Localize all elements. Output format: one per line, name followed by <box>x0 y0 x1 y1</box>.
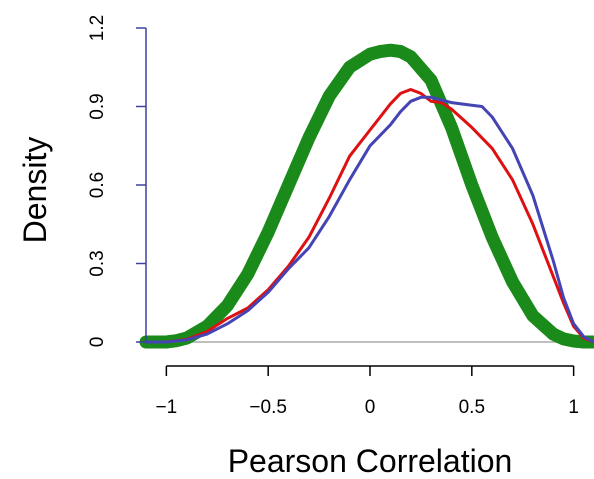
x-tick-label: 0 <box>365 397 376 418</box>
x-tick-label: 1 <box>568 397 579 418</box>
density-series-2 <box>144 88 594 344</box>
x-tick-label: −0.5 <box>249 397 287 418</box>
y-tick-label: 0.9 <box>87 93 108 119</box>
plot-area <box>139 43 594 349</box>
x-axis: −1 −0.5 0 0.5 1 <box>156 365 579 418</box>
x-tick-label: 0.5 <box>459 397 485 418</box>
y-axis-title: Density <box>17 137 53 244</box>
y-tick-label: 0 <box>87 337 108 348</box>
x-tick-label: −1 <box>156 397 178 418</box>
y-axis: 0 0.3 0.6 0.9 1.2 <box>87 15 147 348</box>
y-tick-label: 1.2 <box>87 15 108 41</box>
density-series-1 <box>139 43 594 349</box>
y-tick-label: 0.6 <box>87 172 108 198</box>
y-tick-label: 0.3 <box>87 250 108 276</box>
x-axis-title: Pearson Correlation <box>228 443 513 479</box>
density-series-3 <box>144 95 594 344</box>
